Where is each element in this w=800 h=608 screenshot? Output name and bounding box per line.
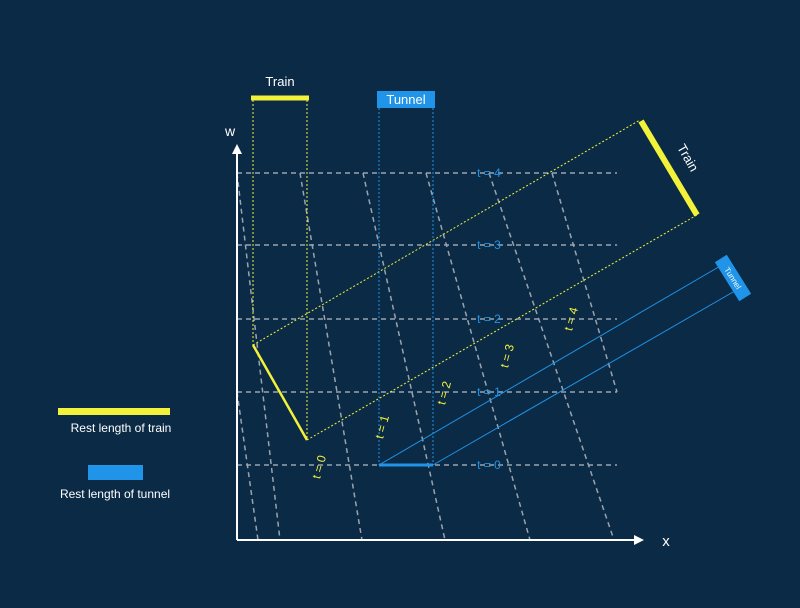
train-worldline-guides <box>252 100 698 441</box>
tunnel-moving-box: Tunnel <box>714 254 752 302</box>
horizontal-grid <box>237 172 617 466</box>
legend-train-label: Rest length of train <box>71 421 172 435</box>
train-moving-bar <box>638 119 700 217</box>
train-top-label: Train <box>265 74 294 89</box>
tunnel-rest-box <box>377 91 435 108</box>
x-axis-label: x <box>662 533 670 550</box>
train-top-diagonal <box>252 119 641 346</box>
tunnel-top-label: Tunnel <box>386 92 425 107</box>
legend: Rest length of train Rest length of tunn… <box>58 408 171 501</box>
tunnel-moving-rect <box>714 254 752 302</box>
train-at-t0 <box>251 344 309 441</box>
train-time-label: t = 0 <box>309 453 329 480</box>
axes <box>232 144 644 545</box>
train-time-label: t = 4 <box>561 305 581 332</box>
train-bottom-diagonal <box>306 214 698 441</box>
legend-tunnel-swatch <box>88 465 143 480</box>
w-axis-label: w <box>224 123 236 139</box>
tunnel-time-label: t = 3 <box>477 238 501 252</box>
tunnel-time-label: t = 2 <box>477 312 501 326</box>
train-time-label: t = 2 <box>434 379 454 406</box>
train-moving-label: Train <box>674 141 702 174</box>
legend-tunnel-label: Rest length of tunnel <box>60 487 170 501</box>
tunnel-time-label: t = 1 <box>477 385 501 399</box>
diagonal-grid <box>236 172 618 541</box>
tunnel-left-diagonal <box>378 264 723 466</box>
grid-diagonal <box>236 391 259 541</box>
train-time-label: t = 1 <box>372 413 392 440</box>
tunnel-time-label: t = 0 <box>477 458 501 472</box>
grid-diagonal <box>299 172 363 541</box>
tunnel-time-labels: t = 0 t = 1 t = 2 t = 3 t = 4 <box>477 166 501 472</box>
legend-train-swatch <box>58 408 170 415</box>
tunnel-worldline-guides <box>378 108 434 465</box>
grid-diagonal <box>425 172 531 541</box>
train-time-labels: t = 0 t = 1 t = 2 t = 3 t = 4 <box>309 305 581 480</box>
tunnel-time-label: t = 4 <box>477 166 501 180</box>
train-time-label: t = 3 <box>497 342 517 369</box>
tunnel-right-diagonal <box>432 287 741 466</box>
tunnel-diagonal-guides <box>378 264 741 466</box>
grid-diagonal <box>551 172 618 393</box>
grid-diagonal <box>488 172 615 541</box>
